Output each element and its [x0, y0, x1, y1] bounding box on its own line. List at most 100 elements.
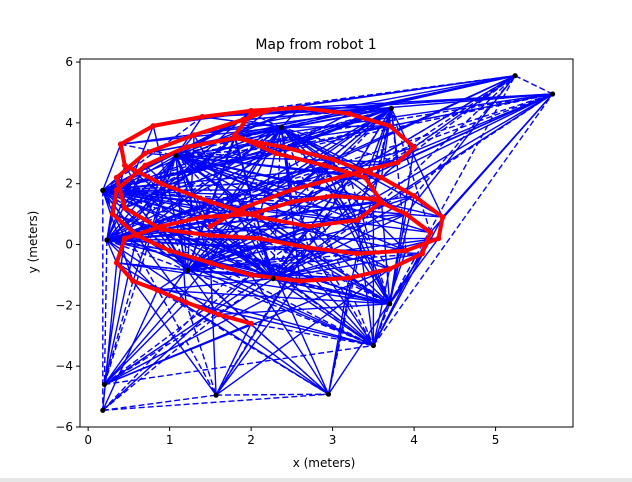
edge-line: [389, 75, 516, 305]
edge-line: [102, 107, 392, 411]
y-tick-label: 2: [65, 177, 73, 191]
landmark-point: [325, 391, 332, 397]
edge-line: [153, 75, 516, 127]
edge-line: [389, 237, 440, 305]
robot-path-point: [411, 144, 417, 150]
edge-line: [381, 93, 553, 179]
robot-path-point: [166, 247, 173, 254]
edge-line: [281, 75, 516, 129]
edge-line: [258, 237, 391, 305]
edge-line: [215, 107, 392, 396]
edge-line: [106, 239, 118, 264]
edge-line: [106, 110, 252, 241]
robot-path-point: [439, 214, 446, 220]
robot-path-point: [183, 144, 189, 150]
edge-line: [124, 237, 374, 347]
edge-line: [272, 277, 390, 305]
chart-title: Map from robot 1: [255, 37, 376, 53]
robot-path-point: [427, 229, 434, 236]
landmark-point: [278, 124, 284, 130]
edge-line: [251, 75, 516, 112]
edge-line: [185, 302, 217, 396]
edge-line: [102, 176, 366, 192]
landmark-point: [270, 276, 276, 282]
x-tick-label: 3: [329, 433, 337, 447]
edge-line: [175, 155, 391, 270]
edge-line: [356, 93, 553, 221]
robot-path-point: [346, 275, 352, 281]
edge-line: [280, 127, 375, 346]
robot-path-point: [370, 196, 377, 202]
robot-path-point: [289, 187, 295, 193]
robot-path-point: [305, 244, 312, 251]
edge-line: [272, 252, 358, 280]
robot-path-point: [232, 132, 238, 138]
robot-path-point: [158, 180, 165, 187]
robot-path-point: [354, 217, 360, 223]
edge-line: [106, 126, 282, 241]
edge-line: [210, 107, 392, 227]
robot-path-point: [297, 278, 303, 284]
edge-line: [175, 155, 189, 271]
edge-line: [176, 155, 366, 179]
edge-line: [372, 268, 391, 346]
edge-line: [390, 108, 399, 163]
edge-line: [209, 225, 374, 347]
landmark-point: [185, 267, 191, 273]
robot-path-point: [109, 211, 116, 217]
edge-line: [281, 125, 390, 129]
robot-path-point: [362, 174, 369, 181]
robot-path-point: [395, 159, 401, 166]
edge-line: [103, 235, 138, 385]
robot-path-point: [280, 144, 287, 150]
edge-line: [176, 126, 282, 157]
landmark-point: [100, 407, 106, 413]
robot-path-point: [403, 247, 409, 254]
edge-line: [103, 238, 126, 385]
edge-line: [187, 252, 423, 272]
edge-line: [272, 195, 415, 280]
robot-path-point: [199, 114, 205, 120]
robot-path-point: [207, 260, 214, 266]
robot-path-point: [386, 123, 393, 129]
edge-line: [323, 165, 391, 305]
robot-path-point: [411, 193, 417, 199]
edge-line: [187, 252, 358, 272]
window-bottom-bar: [0, 478, 632, 482]
edge-line: [187, 237, 260, 272]
edge-line: [187, 146, 415, 272]
landmark-point: [104, 237, 110, 243]
edge-line: [112, 213, 274, 280]
robot-path-point: [207, 232, 214, 239]
edge-line: [103, 155, 177, 385]
edge-line: [299, 93, 553, 109]
robot-path-point: [113, 174, 120, 181]
robot-path-point: [142, 150, 148, 157]
y-tick-label: 0: [65, 238, 73, 252]
edge-line: [218, 303, 390, 316]
landmark-point: [387, 301, 393, 307]
edge-line: [389, 93, 553, 127]
y-tick-label: −2: [55, 298, 73, 312]
edge-line: [103, 262, 211, 385]
landmark-point: [101, 381, 107, 387]
robot-path-point: [158, 226, 165, 233]
edge-line: [102, 313, 219, 411]
robot-path-point: [248, 272, 254, 278]
x-tick-label: 5: [492, 433, 500, 447]
robot-path-point: [248, 107, 254, 114]
edge-line: [103, 234, 211, 385]
edge-line: [106, 239, 390, 305]
edge-line: [272, 146, 415, 280]
x-tick-label: 1: [166, 433, 174, 447]
edge-line: [106, 165, 146, 241]
edge-line: [116, 262, 329, 395]
landmark-point: [100, 187, 106, 193]
edge-line: [397, 93, 553, 164]
robot-path-point: [346, 171, 352, 178]
edge-line: [132, 280, 374, 347]
robot-path-point: [248, 211, 254, 217]
robot-path-point: [297, 104, 303, 111]
edge-line: [102, 394, 217, 411]
